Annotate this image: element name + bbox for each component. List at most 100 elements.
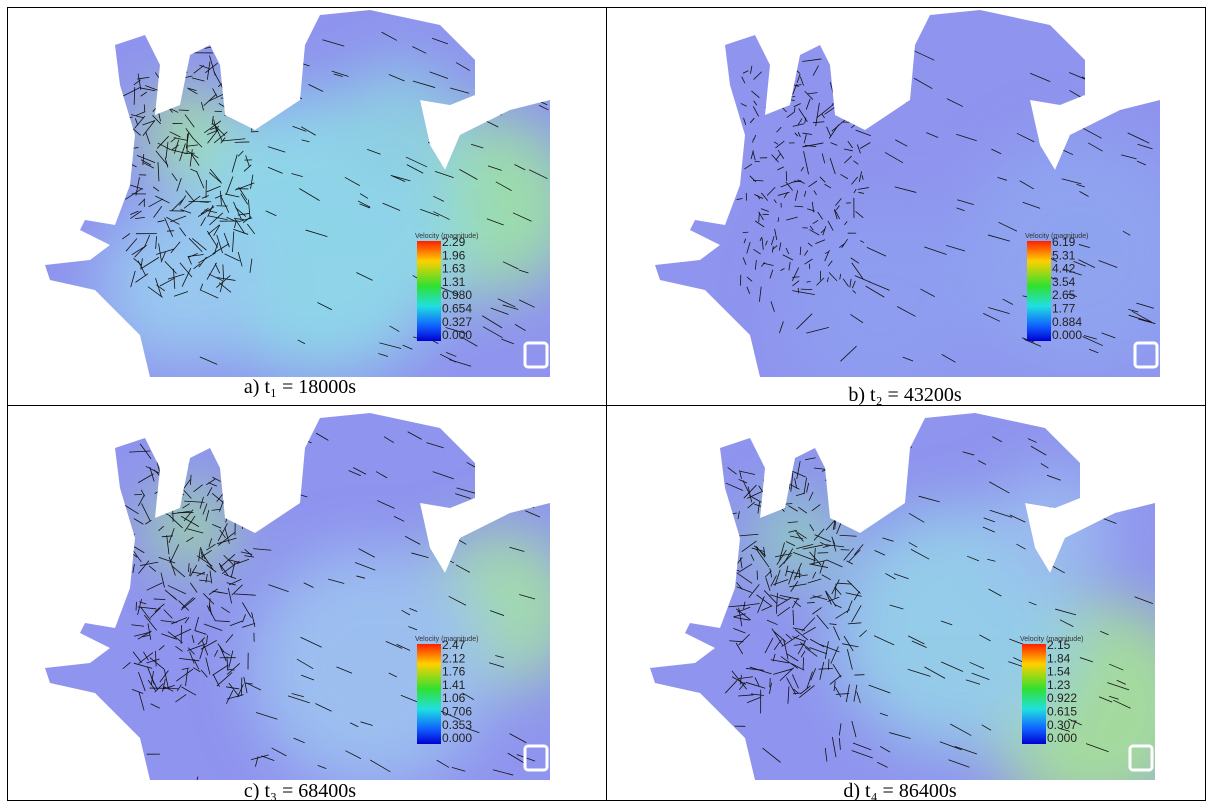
color-bar-label: 1.31	[442, 275, 466, 289]
color-bar-label: 5.31	[1052, 248, 1076, 262]
velocity-arrow	[175, 449, 191, 463]
velocity-arrow	[1048, 118, 1068, 129]
velocity-arrow	[867, 62, 870, 73]
color-bar-label: 3.54	[1052, 275, 1076, 289]
velocity-arrow	[227, 467, 234, 469]
velocity-arrow	[247, 468, 252, 477]
color-bar-label: 1.54	[1047, 665, 1071, 679]
velocity-arrow	[856, 66, 864, 68]
velocity-arrow	[853, 468, 861, 469]
velocity-arrow	[258, 447, 270, 450]
velocity-arrow	[184, 453, 189, 465]
velocity-arrow	[856, 102, 860, 109]
velocity-arrow	[499, 429, 518, 438]
velocity-arrow	[478, 67, 499, 75]
color-bar-label: 1.76	[442, 665, 466, 679]
velocity-arrow	[1063, 107, 1082, 116]
color-bar-label: 1.06	[442, 691, 466, 705]
velocity-arrow	[855, 478, 856, 487]
velocity-arrow	[231, 464, 244, 470]
velocity-arrow	[838, 499, 853, 511]
color-bar-label: 0.654	[442, 302, 472, 316]
velocity-arrow	[847, 116, 850, 121]
velocity-arrow	[289, 438, 299, 443]
velocity-arrow	[853, 454, 865, 471]
velocity-arrow	[265, 470, 287, 479]
velocity-arrow	[522, 452, 530, 456]
velocity-arrow	[828, 423, 836, 442]
color-bar-label: 2.15	[1047, 638, 1071, 652]
velocity-arrow	[252, 112, 253, 131]
color-bar-label: 4.42	[1052, 262, 1076, 276]
velocity-arrow	[755, 161, 760, 162]
color-bar-label: 0.000	[442, 328, 472, 342]
velocity-arrow	[838, 491, 844, 500]
velocity-arrow	[859, 488, 865, 503]
velocity-color-region	[340, 65, 460, 185]
velocity-arrow	[883, 469, 896, 476]
velocity-arrow	[522, 458, 536, 466]
panel-image: Velocity (magnitude)2.472.121.761.411.06…	[20, 408, 560, 783]
velocity-arrow	[243, 471, 244, 483]
velocity-arrow	[1049, 507, 1064, 516]
velocity-arrow	[764, 479, 765, 496]
velocity-arrow	[238, 77, 240, 91]
velocity-arrow	[241, 94, 243, 112]
velocity-arrow	[124, 533, 130, 540]
velocity-arrow	[833, 506, 847, 512]
color-bar-label: 1.96	[442, 248, 466, 262]
velocity-arrow	[246, 499, 249, 511]
velocity-arrow	[850, 472, 856, 488]
velocity-color-region	[100, 205, 260, 365]
color-bar-label: 0.615	[1047, 705, 1077, 719]
velocity-arrow	[183, 66, 187, 73]
velocity-arrow	[126, 534, 135, 540]
caption: c) t₃ = 68400s	[244, 780, 356, 803]
color-bar-label: 1.23	[1047, 678, 1071, 692]
velocity-arrow	[246, 63, 262, 68]
table-border	[7, 7, 8, 801]
velocity-arrow	[803, 657, 804, 670]
velocity-arrow	[234, 498, 239, 518]
velocity-arrow	[900, 443, 912, 447]
velocity-arrow	[163, 50, 178, 60]
velocity-arrow	[243, 492, 247, 500]
velocity-arrow	[772, 470, 783, 475]
velocity-arrow	[246, 64, 255, 70]
velocity-arrow	[238, 478, 245, 491]
velocity-arrow	[245, 465, 247, 479]
table-border	[1205, 7, 1206, 801]
velocity-arrow	[770, 87, 773, 93]
velocity-arrow	[833, 77, 840, 78]
velocity-arrow	[235, 95, 236, 109]
velocity-arrow	[485, 44, 497, 50]
velocity-arrow	[1062, 124, 1076, 129]
velocity-arrow	[227, 92, 233, 107]
color-bar	[1022, 644, 1046, 744]
color-bar-label: 0.353	[442, 718, 472, 732]
color-bar-label: 1.63	[442, 262, 466, 276]
velocity-arrow	[234, 61, 249, 70]
caption: d) t₄ = 86400s	[843, 780, 956, 803]
velocity-arrow	[848, 91, 849, 98]
color-bar-label: 0.307	[1047, 718, 1077, 732]
velocity-arrow	[765, 497, 773, 498]
velocity-arrow	[249, 82, 252, 89]
panel-image: Velocity (magnitude)6.195.314.423.542.65…	[630, 5, 1170, 380]
panel-image: Velocity (magnitude)2.151.841.541.230.92…	[625, 408, 1165, 783]
velocity-arrow	[854, 113, 855, 122]
velocity-arrow	[466, 112, 474, 116]
velocity-arrow	[112, 117, 132, 122]
color-bar	[417, 644, 441, 744]
velocity-arrow	[841, 82, 842, 88]
velocity-arrow	[794, 41, 799, 47]
velocity-arrow	[833, 70, 856, 74]
velocity-arrow	[854, 79, 855, 87]
velocity-arrow	[240, 510, 251, 514]
color-bar-label: 0.706	[442, 705, 472, 719]
velocity-arrow	[518, 35, 534, 43]
velocity-arrow	[1123, 437, 1139, 447]
velocity-arrow	[223, 499, 229, 504]
velocity-arrow	[162, 28, 171, 36]
velocity-arrow	[236, 99, 252, 101]
